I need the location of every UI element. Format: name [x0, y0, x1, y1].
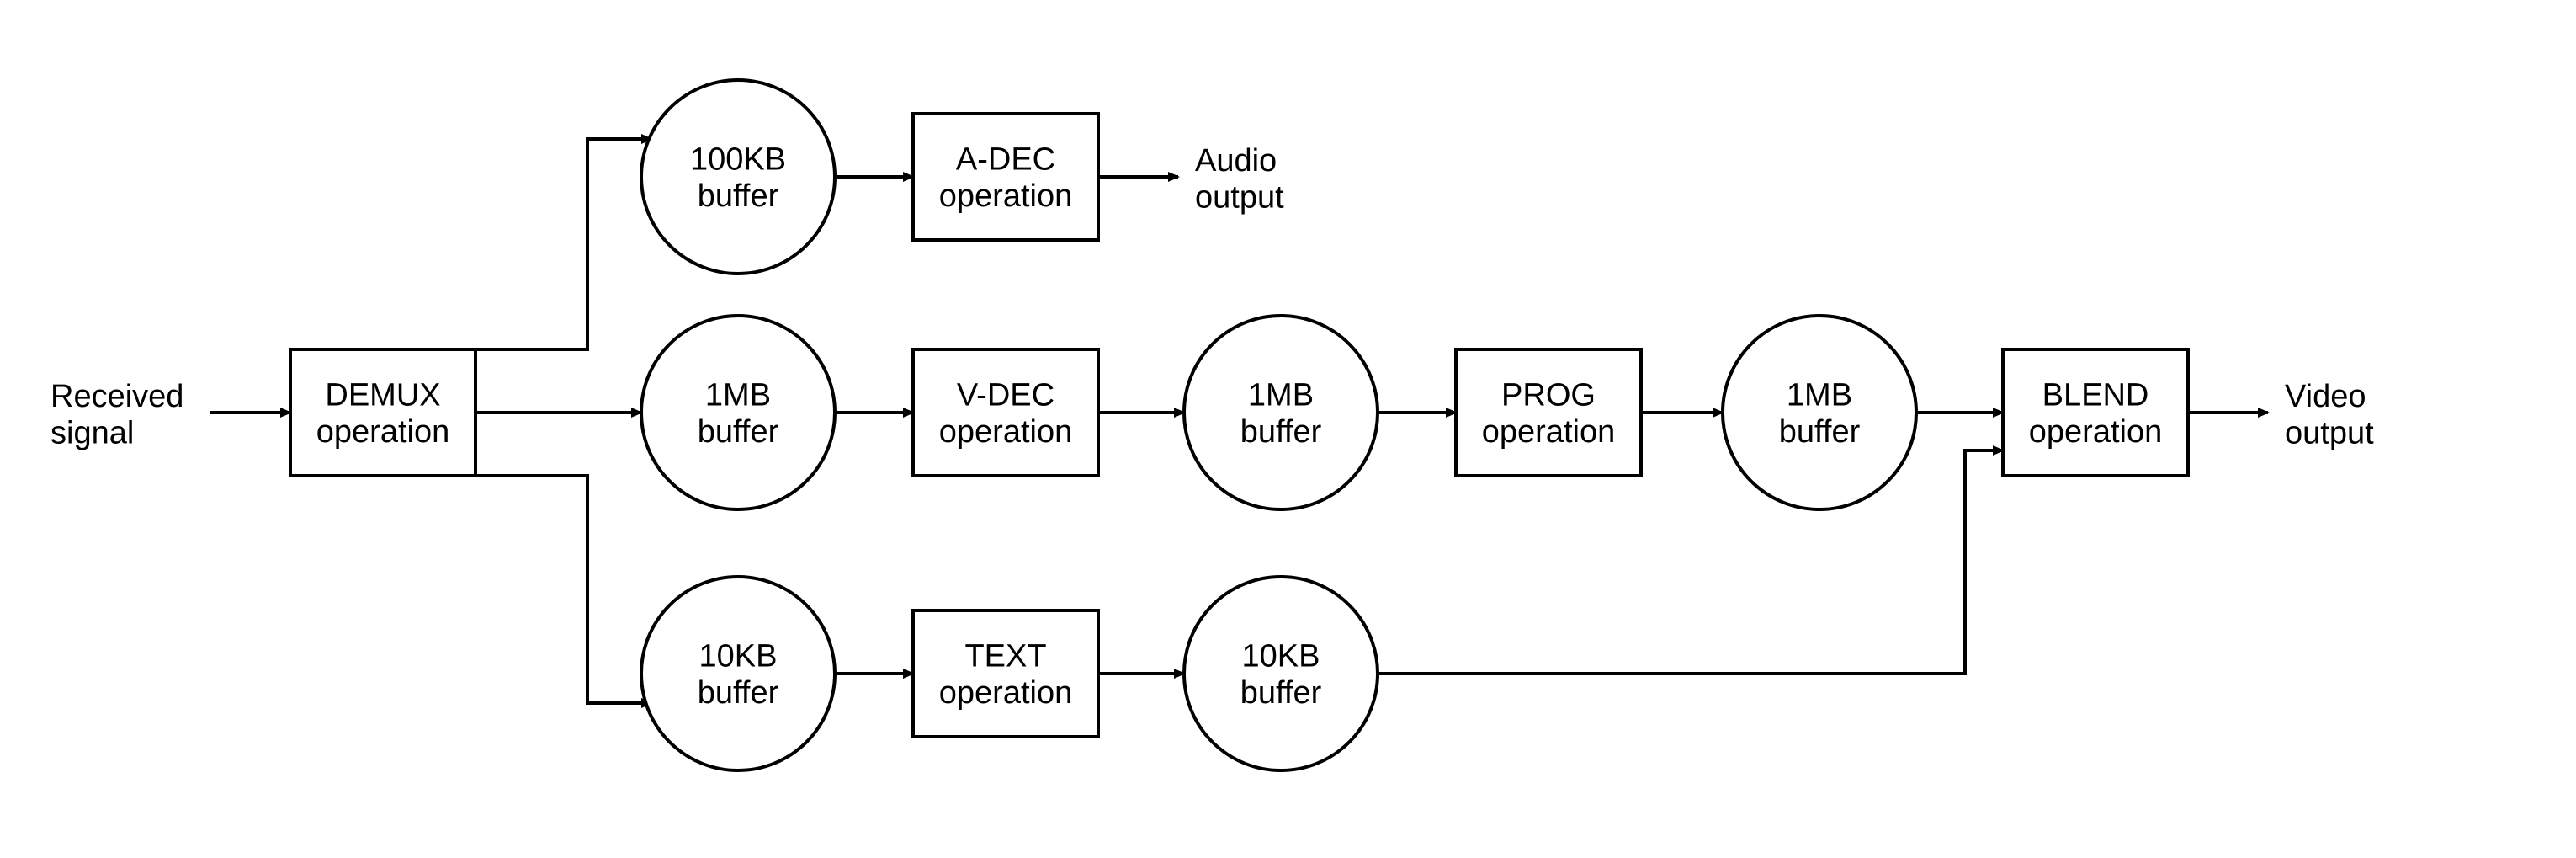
edge-3	[475, 476, 651, 703]
node-prog: PROGoperation	[1456, 349, 1641, 476]
flowchart-canvas: DEMUXoperation 100KBbuffer A-DECoperation 1…	[0, 0, 2576, 854]
node-buf1c: 1MBbuffer	[1723, 316, 1916, 509]
node-label-demux: DEMUXoperation	[316, 377, 449, 450]
node-buf1a: 1MBbuffer	[641, 316, 835, 509]
node-buf1b: 1MBbuffer	[1184, 316, 1378, 509]
node-label-buf1a: 1MBbuffer	[698, 377, 779, 450]
node-buf100: 100KBbuffer	[641, 80, 835, 274]
node-label-adec: A-DECoperation	[939, 141, 1072, 214]
node-label-buf100: 100KBbuffer	[690, 141, 786, 214]
node-label-vdec: V-DECoperation	[939, 377, 1072, 450]
node-label-prog: PROGoperation	[1482, 377, 1615, 450]
node-buf10b: 10KBbuffer	[1184, 577, 1378, 770]
node-label-buf1b: 1MBbuffer	[1240, 377, 1322, 450]
edge-2	[475, 139, 651, 349]
node-label-blend: BLENDoperation	[2029, 377, 2162, 450]
free-label-2: Videooutput	[2285, 379, 2374, 451]
free-label-1: Audiooutput	[1195, 143, 1284, 216]
node-blend: BLENDoperation	[2003, 349, 2188, 476]
node-vdec: V-DECoperation	[913, 349, 1098, 476]
node-demux: DEMUXoperation	[290, 349, 475, 476]
node-textop: TEXToperation	[913, 610, 1098, 737]
node-buf10a: 10KBbuffer	[641, 577, 835, 770]
node-label-buf10a: 10KBbuffer	[698, 638, 779, 711]
node-label-buf10b: 10KBbuffer	[1240, 638, 1322, 711]
free-label-0: Receivedsignal	[50, 379, 183, 451]
node-adec: A-DECoperation	[913, 114, 1098, 240]
node-label-buf1c: 1MBbuffer	[1779, 377, 1861, 450]
edge-14	[1378, 450, 2003, 674]
